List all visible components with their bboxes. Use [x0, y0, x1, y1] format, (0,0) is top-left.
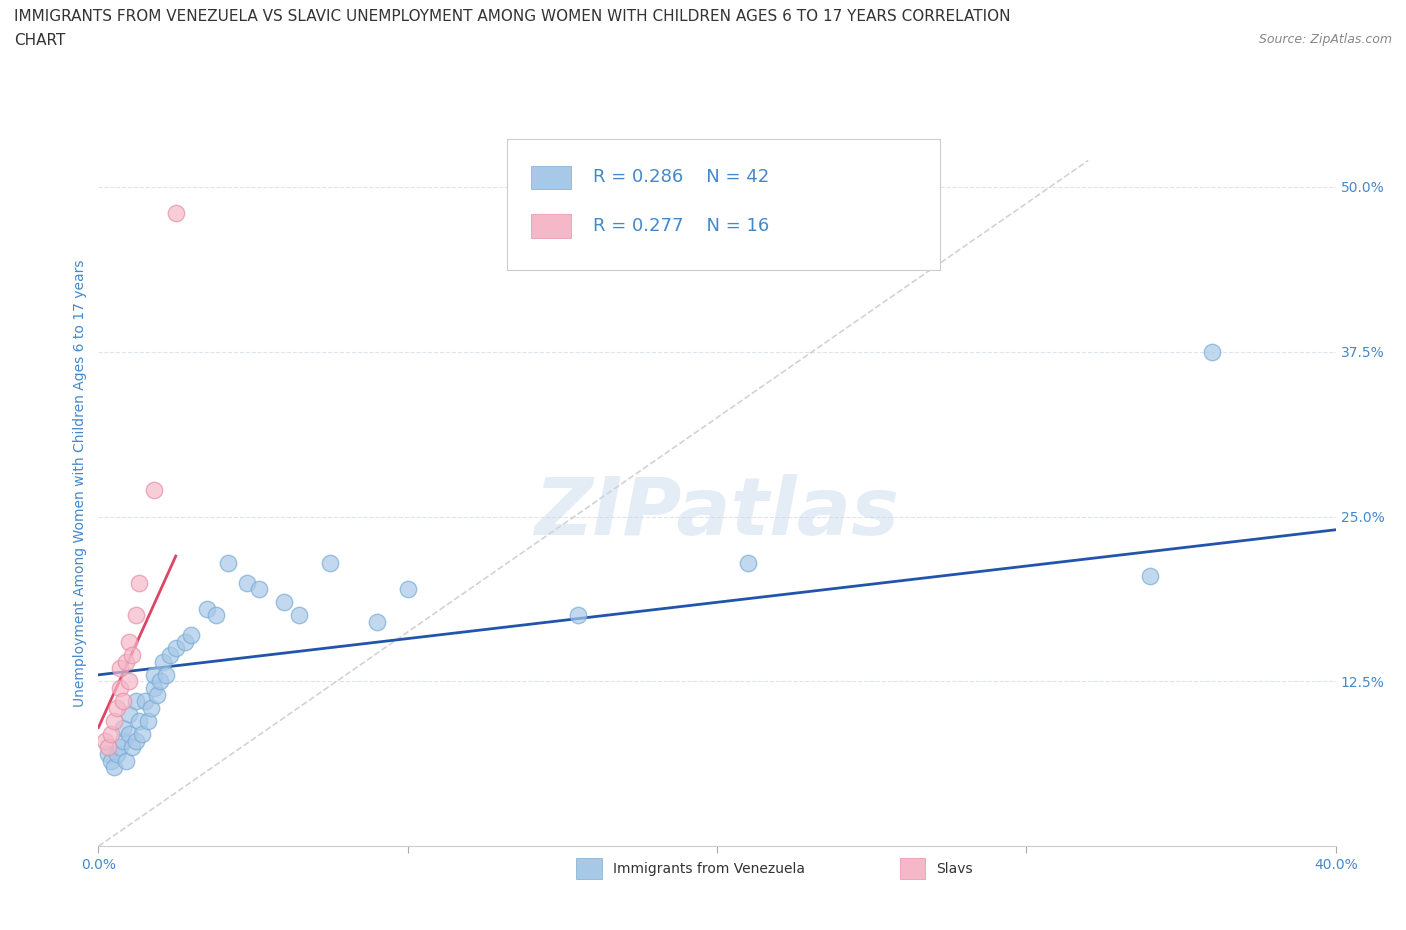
FancyBboxPatch shape: [506, 139, 939, 270]
Point: [195, 602, 218, 617]
Point: [118, 634, 141, 649]
Point: [124, 608, 146, 623]
Point: [159, 647, 181, 662]
Point: [143, 483, 166, 498]
Point: [103, 713, 125, 728]
Point: [100, 726, 122, 741]
Point: [152, 654, 174, 669]
Point: [139, 700, 162, 715]
FancyBboxPatch shape: [531, 215, 571, 238]
Text: IMMIGRANTS FROM VENEZUELA VS SLAVIC UNEMPLOYMENT AMONG WOMEN WITH CHILDREN AGES : IMMIGRANTS FROM VENEZUELA VS SLAVIC UNEM…: [14, 9, 1011, 24]
Point: [366, 615, 388, 630]
Point: [97, 747, 120, 762]
Point: [121, 647, 143, 662]
Point: [143, 668, 166, 683]
Point: [105, 700, 128, 715]
Point: [105, 747, 128, 762]
Text: Source: ZipAtlas.com: Source: ZipAtlas.com: [1258, 33, 1392, 46]
Point: [115, 753, 138, 768]
Point: [134, 694, 156, 709]
Point: [1201, 344, 1223, 359]
Point: [273, 595, 295, 610]
Point: [93, 734, 115, 749]
Point: [108, 740, 131, 755]
Point: [143, 681, 166, 696]
Point: [108, 681, 131, 696]
Text: Slavs: Slavs: [936, 861, 973, 876]
Text: Immigrants from Venezuela: Immigrants from Venezuela: [613, 861, 806, 876]
Point: [247, 581, 270, 596]
Point: [146, 687, 169, 702]
Point: [180, 628, 202, 643]
Point: [128, 575, 150, 590]
Y-axis label: Unemployment Among Women with Children Ages 6 to 17 years: Unemployment Among Women with Children A…: [73, 259, 87, 708]
Point: [121, 740, 143, 755]
Point: [737, 555, 759, 570]
Point: [112, 694, 135, 709]
Point: [112, 720, 135, 735]
Point: [108, 661, 131, 676]
FancyBboxPatch shape: [531, 166, 571, 189]
Point: [396, 581, 419, 596]
Point: [149, 674, 172, 689]
Point: [567, 608, 589, 623]
Point: [174, 634, 197, 649]
Point: [131, 726, 153, 741]
Point: [100, 753, 122, 768]
Point: [165, 206, 187, 220]
Text: R = 0.286    N = 42: R = 0.286 N = 42: [593, 168, 769, 187]
Point: [288, 608, 311, 623]
Point: [118, 674, 141, 689]
Point: [319, 555, 342, 570]
Point: [124, 734, 146, 749]
Point: [115, 654, 138, 669]
Text: ZIPatlas: ZIPatlas: [534, 473, 900, 551]
Text: R = 0.277    N = 16: R = 0.277 N = 16: [593, 217, 769, 235]
Point: [165, 641, 187, 656]
Point: [112, 734, 135, 749]
Point: [103, 760, 125, 775]
Point: [155, 668, 177, 683]
Point: [1139, 568, 1161, 583]
Point: [118, 707, 141, 722]
Point: [118, 726, 141, 741]
Point: [97, 740, 120, 755]
Point: [236, 575, 259, 590]
Point: [205, 608, 228, 623]
Point: [128, 713, 150, 728]
Point: [136, 713, 159, 728]
Text: CHART: CHART: [14, 33, 66, 47]
Point: [124, 694, 146, 709]
Point: [217, 555, 239, 570]
